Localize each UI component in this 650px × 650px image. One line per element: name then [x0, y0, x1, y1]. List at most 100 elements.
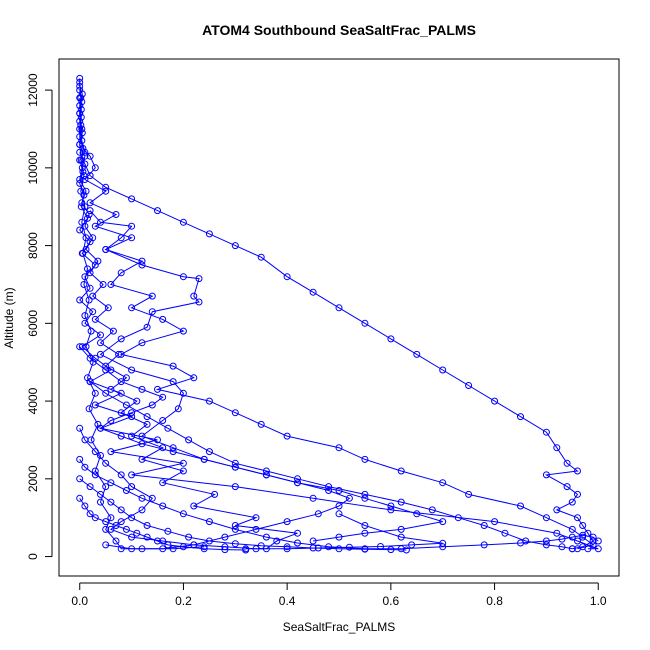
data-point	[335, 510, 343, 518]
data-point	[164, 541, 172, 549]
data-point	[81, 312, 89, 320]
data-point	[439, 543, 447, 551]
data-point	[102, 518, 110, 526]
data-point	[159, 315, 167, 323]
data-point	[283, 273, 291, 281]
data-point	[568, 545, 576, 553]
data-point	[558, 535, 566, 543]
data-point	[205, 448, 213, 456]
data-point	[99, 281, 107, 288]
data-point	[138, 339, 146, 347]
series-line	[89, 210, 443, 542]
data-point	[283, 543, 291, 551]
data-point	[128, 366, 136, 374]
data-point	[174, 405, 182, 413]
data-point	[133, 529, 141, 537]
data-point	[594, 537, 602, 545]
data-point	[568, 525, 576, 533]
data-point	[148, 292, 156, 300]
data-point	[491, 518, 499, 526]
data-point	[97, 350, 104, 358]
plot-frame	[58, 58, 620, 577]
data-point	[439, 479, 447, 487]
data-point	[81, 436, 89, 444]
data-point	[397, 467, 405, 475]
data-point	[117, 409, 125, 417]
data-point	[107, 417, 115, 424]
data-point	[91, 389, 99, 397]
data-point	[107, 281, 115, 288]
data-point	[128, 483, 136, 491]
data-point	[148, 308, 156, 316]
data-point	[252, 525, 260, 533]
data-point	[107, 498, 115, 506]
data-point	[128, 413, 136, 421]
data-point	[361, 545, 369, 553]
data-point	[138, 455, 146, 463]
data-point	[76, 117, 84, 125]
data-point	[594, 545, 602, 553]
data-point	[314, 510, 322, 518]
data-point	[589, 541, 597, 549]
data-point	[542, 471, 550, 479]
data-point	[117, 471, 125, 479]
x-axis-label: SeaSaltFrac_PALMS	[283, 620, 396, 634]
data-point	[117, 378, 125, 386]
data-point	[78, 129, 86, 137]
y-tick-label: 4000	[26, 387, 40, 414]
data-point	[102, 187, 110, 195]
data-point	[335, 502, 343, 510]
data-point	[154, 436, 161, 444]
data-point	[242, 546, 250, 554]
data-point	[522, 537, 530, 545]
series-10	[76, 494, 250, 554]
data-point	[335, 487, 343, 494]
data-point	[558, 543, 566, 551]
data-point	[335, 444, 343, 452]
x-tick-label: 0.8	[486, 594, 503, 608]
data-point	[221, 546, 229, 554]
data-point	[77, 106, 85, 113]
data-point	[361, 522, 369, 529]
data-point	[102, 483, 110, 491]
data-point	[309, 494, 317, 502]
data-point	[86, 378, 94, 386]
y-tick-label: 2000	[26, 465, 40, 492]
data-point	[107, 479, 115, 487]
data-point	[84, 265, 91, 273]
data-point	[159, 537, 167, 545]
y-tick-label: 6000	[26, 310, 40, 337]
data-point	[78, 125, 86, 133]
data-point	[102, 389, 110, 397]
data-point	[143, 420, 151, 428]
data-point	[262, 467, 270, 475]
data-point	[439, 518, 447, 526]
data-point	[86, 354, 94, 362]
data-point	[82, 234, 90, 242]
data-point	[159, 545, 167, 553]
data-point	[200, 543, 208, 551]
series-6	[76, 343, 353, 553]
data-point	[84, 214, 91, 222]
data-point	[169, 444, 177, 452]
data-point	[262, 471, 270, 479]
data-point	[117, 234, 125, 242]
series-line	[79, 152, 594, 550]
data-point	[579, 543, 587, 551]
data-point	[128, 234, 136, 242]
data-point	[107, 448, 115, 456]
data-point	[325, 543, 333, 551]
data-point	[200, 545, 208, 553]
data-point	[102, 362, 110, 370]
series-line	[79, 82, 205, 550]
data-point	[568, 498, 576, 506]
data-point	[97, 331, 104, 339]
data-point	[143, 323, 151, 331]
y-tick-label: 0	[26, 553, 40, 560]
data-point	[563, 459, 571, 467]
data-point	[91, 354, 99, 362]
data-point	[428, 506, 436, 514]
data-point	[257, 420, 265, 428]
data-point	[574, 467, 581, 475]
